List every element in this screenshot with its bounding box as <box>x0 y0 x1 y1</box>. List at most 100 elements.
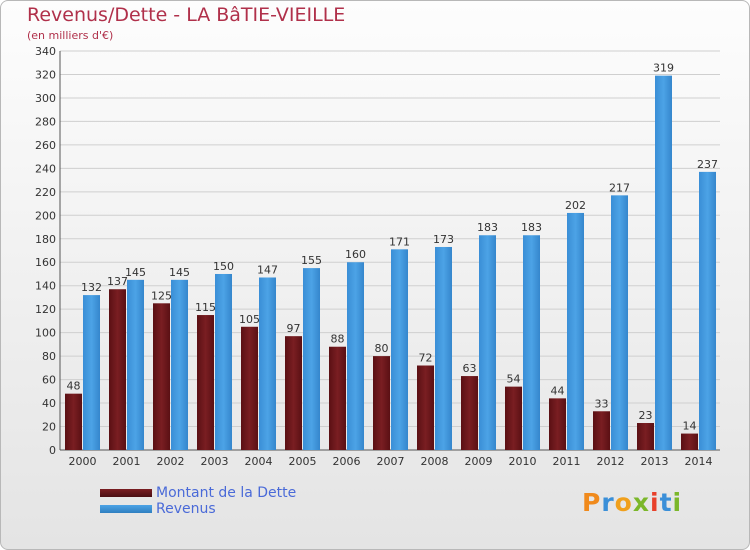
legend-label-revenus: Revenus <box>156 501 216 517</box>
bar-revenus <box>479 235 496 450</box>
x-tick-label: 2006 <box>333 455 361 468</box>
bar-revenus <box>347 262 364 450</box>
bar-revenus <box>83 295 100 450</box>
logo-letter: i <box>650 488 660 517</box>
bar-dette <box>153 303 170 450</box>
logo-letter: t <box>659 488 673 517</box>
legend-swatch-dette <box>100 489 152 497</box>
bar-dette <box>109 289 126 450</box>
bar-revenus <box>127 279 144 450</box>
bar-dette <box>461 376 478 450</box>
x-tick-label: 2002 <box>157 455 185 468</box>
bar-revenus <box>655 75 672 451</box>
data-label-dette: 72 <box>419 352 433 365</box>
bar-dette <box>329 346 346 450</box>
y-tick-label: 300 <box>35 92 56 105</box>
data-label-revenus: 171 <box>389 235 410 248</box>
data-label-revenus: 217 <box>609 181 630 194</box>
data-label-dette: 14 <box>683 420 697 433</box>
bar-revenus <box>699 171 716 450</box>
logo-letter: r <box>601 488 615 517</box>
x-tick-label: 2010 <box>509 455 537 468</box>
y-tick-label: 220 <box>35 186 56 199</box>
proxiti-logo: Proxiti <box>582 488 682 517</box>
y-tick-label: 260 <box>35 139 56 152</box>
data-label-dette: 48 <box>67 380 81 393</box>
data-label-revenus: 183 <box>477 221 498 234</box>
y-tick-label: 0 <box>49 444 56 457</box>
legend-swatch-revenus <box>100 505 152 513</box>
x-tick-label: 2001 <box>113 455 141 468</box>
bar-dette <box>593 411 610 450</box>
data-label-revenus: 183 <box>521 221 542 234</box>
data-label-dette: 137 <box>107 275 128 288</box>
x-tick-label: 2013 <box>641 455 669 468</box>
y-tick-label: 20 <box>42 421 56 434</box>
data-label-revenus: 132 <box>81 281 102 294</box>
y-tick-label: 240 <box>35 162 56 175</box>
y-tick-label: 160 <box>35 256 56 269</box>
y-tick-label: 320 <box>35 68 56 81</box>
data-label-dette: 54 <box>507 373 521 386</box>
x-tick-label: 2000 <box>69 455 97 468</box>
data-label-revenus: 155 <box>301 254 322 267</box>
data-label-revenus: 237 <box>697 158 718 171</box>
data-label-dette: 88 <box>331 333 345 346</box>
y-tick-label: 120 <box>35 303 56 316</box>
bar-dette <box>505 386 522 450</box>
bar-revenus <box>611 195 628 450</box>
y-tick-label: 100 <box>35 327 56 340</box>
data-label-revenus: 145 <box>125 266 146 279</box>
bar-dette <box>681 433 698 450</box>
data-label-dette: 97 <box>287 322 301 335</box>
y-tick-label: 200 <box>35 209 56 222</box>
x-tick-label: 2003 <box>201 455 229 468</box>
legend-label-dette: Montant de la Dette <box>156 485 297 501</box>
bar-dette <box>637 423 654 450</box>
x-tick-label: 2012 <box>597 455 625 468</box>
x-tick-label: 2005 <box>289 455 317 468</box>
x-tick-label: 2004 <box>245 455 273 468</box>
data-label-dette: 115 <box>195 301 216 314</box>
logo-letter: i <box>672 488 683 517</box>
bar-revenus <box>303 268 320 450</box>
bar-dette <box>417 365 434 450</box>
bar-dette <box>197 315 214 450</box>
bar-revenus <box>523 235 540 450</box>
data-label-revenus: 145 <box>169 266 190 279</box>
data-label-dette: 33 <box>595 397 609 410</box>
data-label-revenus: 150 <box>213 260 234 273</box>
data-label-dette: 80 <box>375 342 389 355</box>
x-tick-label: 2011 <box>553 455 581 468</box>
logo-letter: o <box>614 488 633 517</box>
y-tick-label: 340 <box>35 45 56 58</box>
bar-dette <box>241 326 258 450</box>
x-tick-label: 2014 <box>685 455 713 468</box>
bar-dette <box>285 336 302 450</box>
bar-revenus <box>435 246 452 450</box>
bar-dette <box>65 393 82 450</box>
bar-revenus <box>567 212 584 450</box>
data-label-revenus: 160 <box>345 248 366 261</box>
bar-revenus <box>391 249 408 450</box>
data-label-dette: 23 <box>639 409 653 422</box>
bar-revenus <box>171 279 188 450</box>
data-label-dette: 125 <box>151 289 172 302</box>
y-tick-label: 40 <box>42 397 56 410</box>
bar-revenus <box>259 277 276 450</box>
data-label-dette: 44 <box>551 384 565 397</box>
chart-subtitle: (en milliers d'€) <box>27 29 114 42</box>
data-label-revenus: 319 <box>653 62 674 75</box>
chart-title: Revenus/Dette - LA BâTIE-VIEILLE <box>27 4 346 26</box>
data-label-dette: 63 <box>463 362 477 375</box>
bar-dette <box>373 356 390 450</box>
logo-letter: P <box>582 488 602 517</box>
data-label-revenus: 173 <box>433 233 454 246</box>
x-tick-label: 2008 <box>421 455 449 468</box>
y-tick-label: 180 <box>35 233 56 246</box>
data-label-revenus: 202 <box>565 199 586 212</box>
data-label-revenus: 147 <box>257 263 278 276</box>
bar-revenus <box>215 273 232 450</box>
y-tick-label: 280 <box>35 115 56 128</box>
